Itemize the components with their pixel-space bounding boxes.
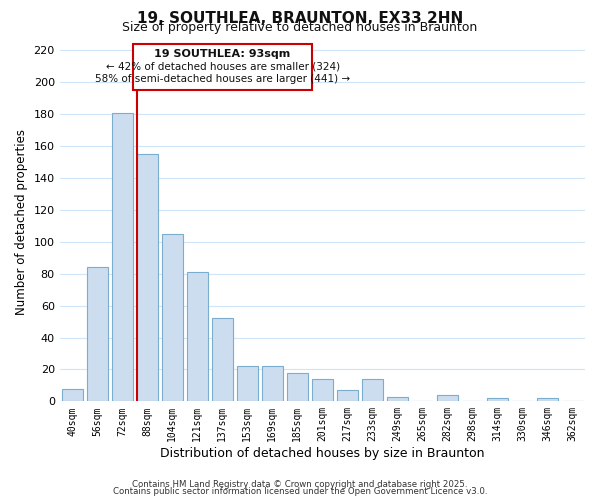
Text: Size of property relative to detached houses in Braunton: Size of property relative to detached ho… [122, 21, 478, 34]
Bar [312, 379, 333, 402]
Bar [212, 318, 233, 402]
Text: ← 42% of detached houses are smaller (324): ← 42% of detached houses are smaller (32… [106, 62, 340, 72]
Y-axis label: Number of detached properties: Number of detached properties [15, 129, 28, 315]
Bar [337, 390, 358, 402]
Text: 19, SOUTHLEA, BRAUNTON, EX33 2HN: 19, SOUTHLEA, BRAUNTON, EX33 2HN [137, 11, 463, 26]
Bar [187, 272, 208, 402]
Bar [137, 154, 158, 402]
X-axis label: Distribution of detached houses by size in Braunton: Distribution of detached houses by size … [160, 447, 485, 460]
Text: Contains HM Land Registry data © Crown copyright and database right 2025.: Contains HM Land Registry data © Crown c… [132, 480, 468, 489]
Bar [236, 366, 258, 402]
Bar [387, 396, 408, 402]
Text: Contains public sector information licensed under the Open Government Licence v3: Contains public sector information licen… [113, 487, 487, 496]
Bar [62, 388, 83, 402]
FancyBboxPatch shape [133, 44, 313, 90]
Bar [262, 366, 283, 402]
Bar [537, 398, 558, 402]
Bar [287, 372, 308, 402]
Bar [161, 234, 183, 402]
Bar [86, 268, 108, 402]
Bar [487, 398, 508, 402]
Text: 58% of semi-detached houses are larger (441) →: 58% of semi-detached houses are larger (… [95, 74, 350, 85]
Text: 19 SOUTHLEA: 93sqm: 19 SOUTHLEA: 93sqm [154, 49, 291, 59]
Bar [112, 112, 133, 402]
Bar [437, 395, 458, 402]
Bar [362, 379, 383, 402]
